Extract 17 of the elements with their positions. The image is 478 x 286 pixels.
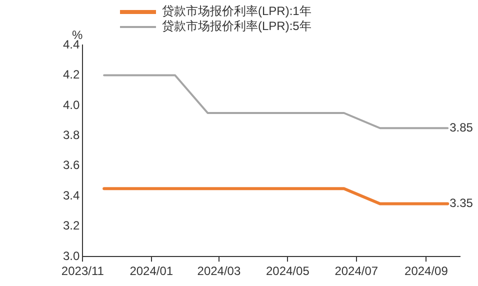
- x-tick-label: 2024/05: [266, 264, 310, 278]
- data-label: 3.85: [450, 120, 474, 134]
- y-tick-label: 3.4: [62, 188, 80, 202]
- x-tick-label: 2023/11: [61, 264, 104, 278]
- y-tick-label: 3.2: [62, 218, 80, 233]
- x-tick-label: 2024/09: [404, 264, 448, 278]
- data-label: 3.35: [450, 196, 474, 210]
- y-tick-label: 4.2: [62, 68, 80, 82]
- x-tick-label: 2024/03: [197, 264, 241, 278]
- x-tick-label: 2024/01: [130, 264, 174, 278]
- y-tick-label: 3.8: [62, 128, 80, 142]
- legend-label: 贷款市场报价利率(LPR):5年: [162, 18, 312, 35]
- y-tick-label: 4.0: [62, 98, 80, 112]
- x-tick-label: 2024/07: [334, 264, 378, 278]
- y-tick-label: 3.0: [62, 248, 80, 263]
- y-tick-label: 3.6: [62, 158, 80, 172]
- legend-label: 贷款市场报价利率(LPR):1年: [162, 3, 312, 20]
